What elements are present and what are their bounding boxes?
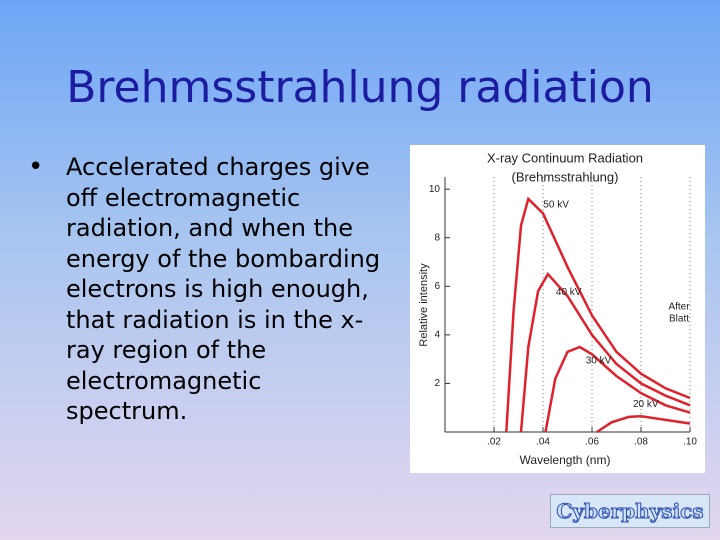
y-tick-label: 8 — [434, 232, 440, 243]
chart-title: X-ray Continuum Radiation — [487, 150, 643, 165]
y-tick-label: 4 — [434, 329, 440, 340]
line — [505, 196, 691, 433]
bullet-marker: • — [28, 152, 44, 182]
annotation: After — [668, 302, 690, 313]
y-tick-label: 6 — [434, 281, 440, 292]
logo: Cyberphysics — [550, 494, 710, 528]
line — [544, 345, 691, 433]
y-tick-label: 2 — [434, 378, 440, 389]
y-tick-label: 10 — [429, 184, 441, 195]
legend-label: 40 kV — [556, 287, 582, 298]
slide-title: Brehmsstrahlung radiation — [66, 62, 654, 113]
annotation: Blatt — [669, 314, 689, 325]
legend-label: 50 kV — [543, 199, 569, 210]
line — [519, 271, 691, 433]
bullet-text: Accelerated charges give off electromagn… — [66, 153, 381, 425]
x-tick-label: .04 — [536, 437, 550, 448]
x-tick-label: .06 — [585, 437, 599, 448]
y-axis-label: Relative intensity — [418, 263, 430, 347]
x-tick-label: .08 — [634, 437, 648, 448]
chart-subtitle: (Brehmsstrahlung) — [512, 169, 619, 184]
chart-background — [410, 145, 705, 473]
legend-label: 30 kV — [586, 356, 612, 367]
x-tick-label: .02 — [487, 437, 501, 448]
x-tick-label: .10 — [683, 437, 697, 448]
line — [596, 414, 691, 434]
x-axis-label: Wavelength (nm) — [520, 453, 611, 467]
legend-label: 20 kV — [633, 399, 659, 410]
